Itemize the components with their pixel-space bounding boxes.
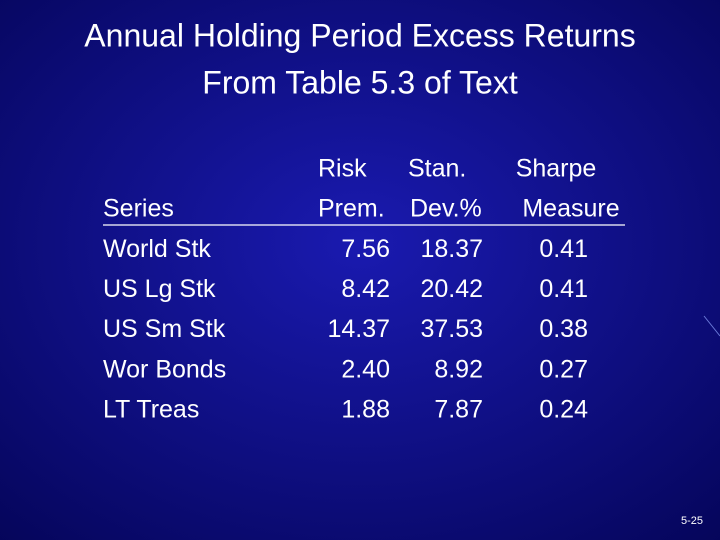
- cell-value: 1.88: [341, 396, 390, 424]
- row-label: LT Treas: [103, 396, 199, 424]
- column-header: Risk: [318, 154, 367, 182]
- page-number: 5-25: [681, 515, 703, 527]
- cell-value: 8.92: [434, 355, 483, 383]
- cell-value: 7.87: [434, 396, 483, 424]
- cell-value: 37.53: [420, 315, 483, 343]
- cell-value: 14.37: [327, 315, 390, 343]
- row-label: World Stk: [103, 235, 211, 263]
- cell-value: 0.27: [539, 355, 588, 383]
- table: Series Risk Prem. Stan. Dev.% Sharpe Measure Wo…: [103, 154, 620, 423]
- column-header: Series: [103, 195, 174, 223]
- cell-value: 8.42: [341, 275, 390, 303]
- column-header: Prem.: [318, 195, 385, 223]
- cell-value: 7.56: [341, 235, 390, 263]
- cell-value: 20.42: [420, 275, 483, 303]
- column-header: Dev.%: [410, 195, 482, 223]
- row-label: US Sm Stk: [103, 315, 226, 343]
- row-label: US Lg Stk: [103, 275, 216, 303]
- cell-value: 2.40: [341, 355, 390, 383]
- decoration: [703, 315, 720, 337]
- title-line: Annual Holding Period Excess Returns: [84, 17, 635, 53]
- cell-value: 0.24: [539, 396, 588, 424]
- row-label: Wor Bonds: [103, 355, 226, 383]
- cell-value: 0.38: [539, 315, 588, 343]
- cell-value: 0.41: [539, 275, 588, 303]
- column-header: Measure: [522, 195, 619, 223]
- column-header: Stan.: [408, 154, 466, 182]
- column-header: Sharpe: [516, 154, 597, 182]
- cell-value: 18.37: [420, 235, 483, 263]
- title-line: From Table 5.3 of Text: [202, 64, 518, 100]
- cell-value: 0.41: [539, 235, 588, 263]
